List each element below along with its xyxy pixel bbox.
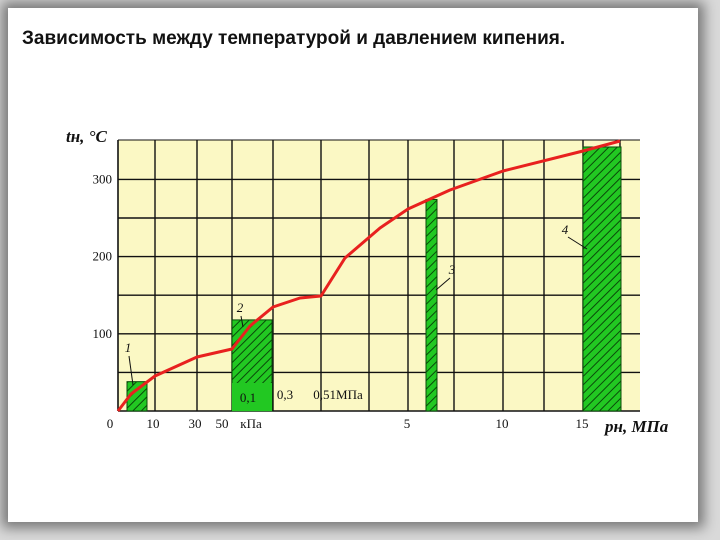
region-leader-line [240, 315, 244, 328]
x-tick-label: 5 [404, 416, 411, 431]
x-tick-label: кПа [240, 416, 262, 431]
plot-area [118, 140, 640, 411]
region-label-box [232, 383, 272, 411]
region-3 [425, 198, 438, 412]
y-tick-label: 100 [93, 326, 113, 341]
region-label-1: 1 [125, 340, 132, 355]
x-axis-label: pн, МПа [603, 417, 669, 436]
region-leader-line [128, 355, 134, 386]
y-tick-label: 200 [93, 249, 113, 264]
shaded-regions [126, 146, 622, 412]
x-tick-label: 30 [189, 416, 202, 431]
x-tick-label: 0 [107, 416, 114, 431]
region-label-2: 2 [237, 300, 244, 315]
region-label-4: 4 [562, 222, 569, 237]
x-tick-label: 0,1 [240, 390, 256, 405]
region-leader-line [435, 277, 451, 291]
series-layer [116, 139, 621, 412]
y-tick-label: 300 [93, 171, 113, 186]
labels-layer: 100 200 300 tн, °C 0 10 30 50 кПа 0,1 0,3 0,51МПа 5 1… [66, 127, 669, 436]
x-tick-label: 50 [216, 416, 229, 431]
region-4 [582, 146, 622, 412]
curve-line [116, 139, 621, 412]
x-tick-label: 15 [576, 416, 589, 431]
region-label-3: 3 [448, 262, 456, 277]
x-tick-label: 10 [496, 416, 509, 431]
x-tick-label: 0,51МПа [313, 387, 363, 402]
region-leader-line [567, 236, 588, 250]
x-tick-label: 10 [147, 416, 160, 431]
y-axis-label: tн, °C [66, 127, 107, 146]
slide-title: Зависимость между температурой и давлени… [22, 28, 566, 49]
region-1 [126, 381, 148, 412]
x-tick-label: 0,3 [277, 387, 293, 402]
